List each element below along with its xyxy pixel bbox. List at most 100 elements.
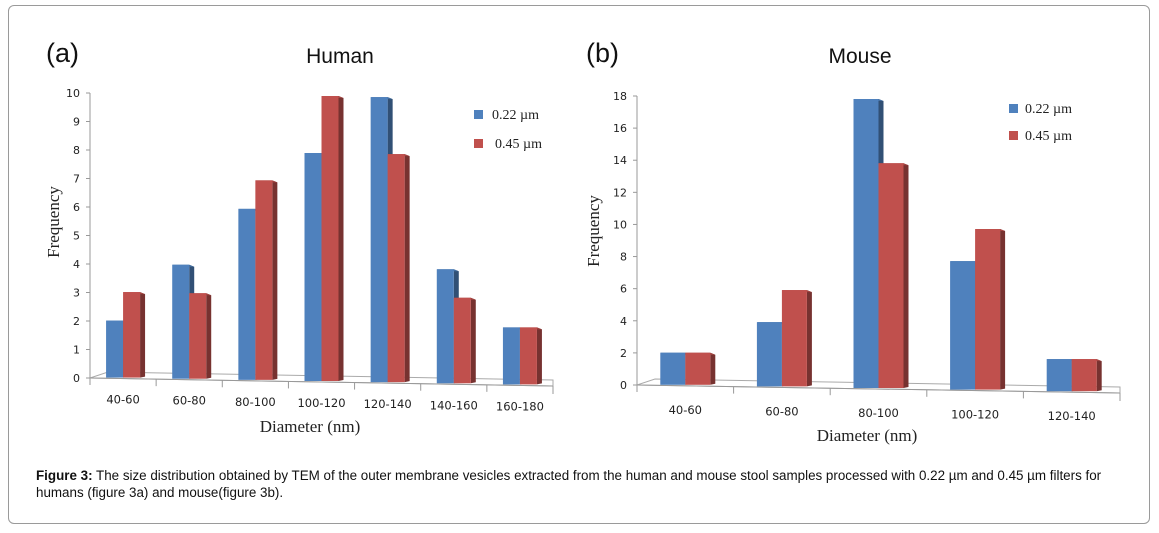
x-tick-label: 80-100 <box>858 406 899 420</box>
bar-front <box>370 97 388 383</box>
caption-text: The size distribution obtained by TEM of… <box>36 468 1102 500</box>
x-tick-label: 60-80 <box>765 404 798 418</box>
chart-title: Mouse <box>828 45 891 68</box>
panel-label: (b) <box>586 38 619 68</box>
y-tick-label: 8 <box>73 144 80 157</box>
legend-label-series2: 0.45 µm <box>495 137 542 152</box>
bar-front <box>304 153 322 381</box>
bar-series2 <box>189 293 212 379</box>
y-tick-label: 6 <box>73 201 80 214</box>
bar-side <box>338 96 344 381</box>
bar-front <box>238 208 256 380</box>
bar-series2 <box>321 96 344 381</box>
bar-front <box>878 163 904 388</box>
bar-front <box>685 352 711 385</box>
chart-title: Human <box>306 45 374 68</box>
legend-swatch-series2 <box>1009 131 1018 140</box>
bar-side <box>1096 359 1102 392</box>
y-axis-label: Frequency <box>584 195 603 267</box>
caption-label: Figure 3: <box>36 468 93 483</box>
y-tick-label: 4 <box>73 258 80 271</box>
bar-front <box>453 297 471 384</box>
x-axis-label: Diameter (nm) <box>817 426 918 445</box>
bar-side <box>710 352 716 385</box>
tick-labels: 0 1 2 3 4 5 6 7 8 9 10 40-60 60-80 80-100 100-120 120-1… <box>66 87 544 413</box>
bar-front <box>975 229 1001 390</box>
bar-series2 <box>975 229 1006 390</box>
legend-label-series2: 0.45 µm <box>1025 129 1072 144</box>
figure-caption: Figure 3: The size distribution obtained… <box>36 467 1136 501</box>
bar-front <box>387 154 405 383</box>
y-tick-label: 3 <box>73 287 80 300</box>
bar-series2 <box>1071 359 1102 392</box>
y-tick-label: 1 <box>73 344 80 357</box>
y-tick-label: 10 <box>613 218 627 231</box>
x-axis-line <box>89 377 554 387</box>
bar-front <box>189 293 207 379</box>
bar-side <box>903 163 909 388</box>
bars <box>106 96 542 385</box>
legend-swatch-series2 <box>474 139 483 148</box>
bar-front <box>502 327 520 385</box>
bar-side <box>806 290 812 387</box>
bar-series2 <box>255 180 278 380</box>
bar-front <box>519 327 537 385</box>
bar-series2 <box>685 352 716 385</box>
y-tick-label: 0 <box>620 379 627 392</box>
bar-front <box>172 264 190 379</box>
bar-series2 <box>781 290 812 387</box>
bar-front <box>1046 359 1072 392</box>
bar-front <box>123 292 141 378</box>
x-axis-label: Diameter (nm) <box>260 417 361 436</box>
bar-side <box>206 293 212 379</box>
y-tick-label: 10 <box>66 87 80 100</box>
bar-side <box>272 180 278 380</box>
bar-series2 <box>387 154 410 383</box>
bar-front <box>853 99 879 388</box>
bar-side <box>470 297 476 384</box>
bar-front <box>436 269 454 384</box>
human-chart: (a) Human Frequency Diameter (nm) 0 1 2 3 4 5… <box>44 38 554 436</box>
y-axis-label: Frequency <box>44 186 63 258</box>
x-tick-label: 160-180 <box>496 399 544 413</box>
x-tick-label: 80-100 <box>235 395 276 409</box>
bar-front <box>660 352 686 385</box>
x-tick-label: 120-140 <box>1048 409 1096 423</box>
x-tick-label: 100-120 <box>951 408 999 422</box>
y-tick-label: 2 <box>620 347 627 360</box>
bars <box>660 99 1102 392</box>
legend-swatch-series1 <box>1009 104 1018 113</box>
bar-front <box>1071 359 1097 392</box>
bar-side <box>536 327 542 385</box>
bar-series2 <box>519 327 542 385</box>
y-tick-label: 6 <box>620 283 627 296</box>
legend-label-series1: 0.22 µm <box>492 108 539 123</box>
x-tick-label: 140-160 <box>430 398 478 412</box>
y-tick-label: 7 <box>73 173 80 186</box>
x-tick-label: 40-60 <box>106 393 139 407</box>
x-tick-label: 100-120 <box>297 396 345 410</box>
bar-front <box>950 261 976 390</box>
y-tick-label: 18 <box>613 90 627 103</box>
y-tick-label: 5 <box>73 230 80 243</box>
x-axis-line <box>636 384 1121 394</box>
y-tick-label: 9 <box>73 116 80 129</box>
bar-front <box>321 96 339 381</box>
x-tick-label: 60-80 <box>173 394 206 408</box>
mouse-chart: (b) Mouse Frequency Diameter (nm) 0 2 4 6 8 1… <box>584 38 1121 445</box>
x-tick-label: 120-140 <box>364 397 412 411</box>
bar-series2 <box>453 297 476 384</box>
bar-series2 <box>878 163 909 388</box>
panel-label: (a) <box>46 38 79 68</box>
y-tick-label: 16 <box>613 122 627 135</box>
y-tick-label: 8 <box>620 251 627 264</box>
y-tick-label: 4 <box>620 315 627 328</box>
legend: 0.22 µm 0.45 µm <box>474 108 542 152</box>
y-tick-label: 0 <box>73 372 80 385</box>
bar-series2 <box>123 292 146 378</box>
bar-side <box>1000 229 1006 390</box>
bar-front <box>255 180 273 380</box>
y-tick-label: 14 <box>613 154 627 167</box>
legend: 0.22 µm 0.45 µm <box>1009 102 1072 144</box>
tick-labels: 0 2 4 6 8 10 12 14 16 18 40-60 60-80 80-100 100-120 12… <box>613 90 1096 423</box>
